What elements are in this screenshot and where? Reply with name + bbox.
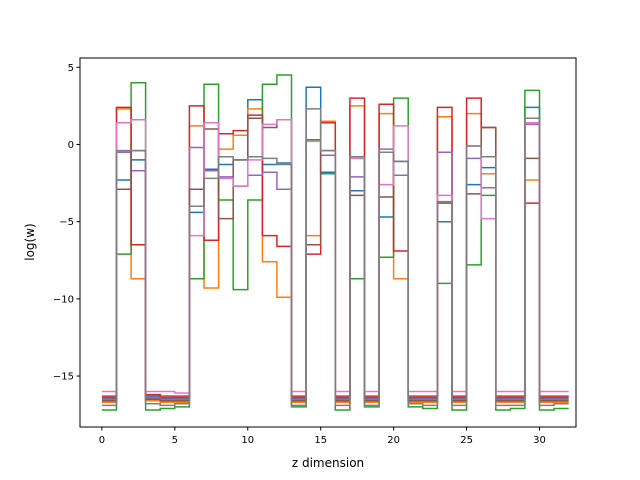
y-tick-label: −10: [53, 294, 74, 305]
series-line-7: [101, 108, 569, 407]
y-tick-label: −15: [53, 372, 74, 383]
x-tick-label: 0: [99, 435, 105, 446]
plot-series: [101, 74, 569, 411]
x-tick-label: 15: [314, 435, 327, 446]
x-tick-label: 30: [533, 435, 546, 446]
y-tick-label: 5: [68, 63, 74, 74]
x-tick-label: 20: [387, 435, 400, 446]
axis-ticks: 0 5 10 15 20 25 30 −15 −10 −5 0 5: [53, 63, 546, 446]
y-axis-label: log(w): [23, 223, 37, 260]
x-tick-label: 10: [241, 435, 254, 446]
series-line-3: [101, 97, 569, 397]
x-tick-label: 25: [460, 435, 473, 446]
y-tick-label: −5: [59, 217, 74, 228]
x-axis-label: z dimension: [292, 456, 364, 470]
plot-frame: [79, 57, 577, 428]
x-tick-label: 5: [172, 435, 178, 446]
y-tick-label: 0: [68, 140, 74, 151]
